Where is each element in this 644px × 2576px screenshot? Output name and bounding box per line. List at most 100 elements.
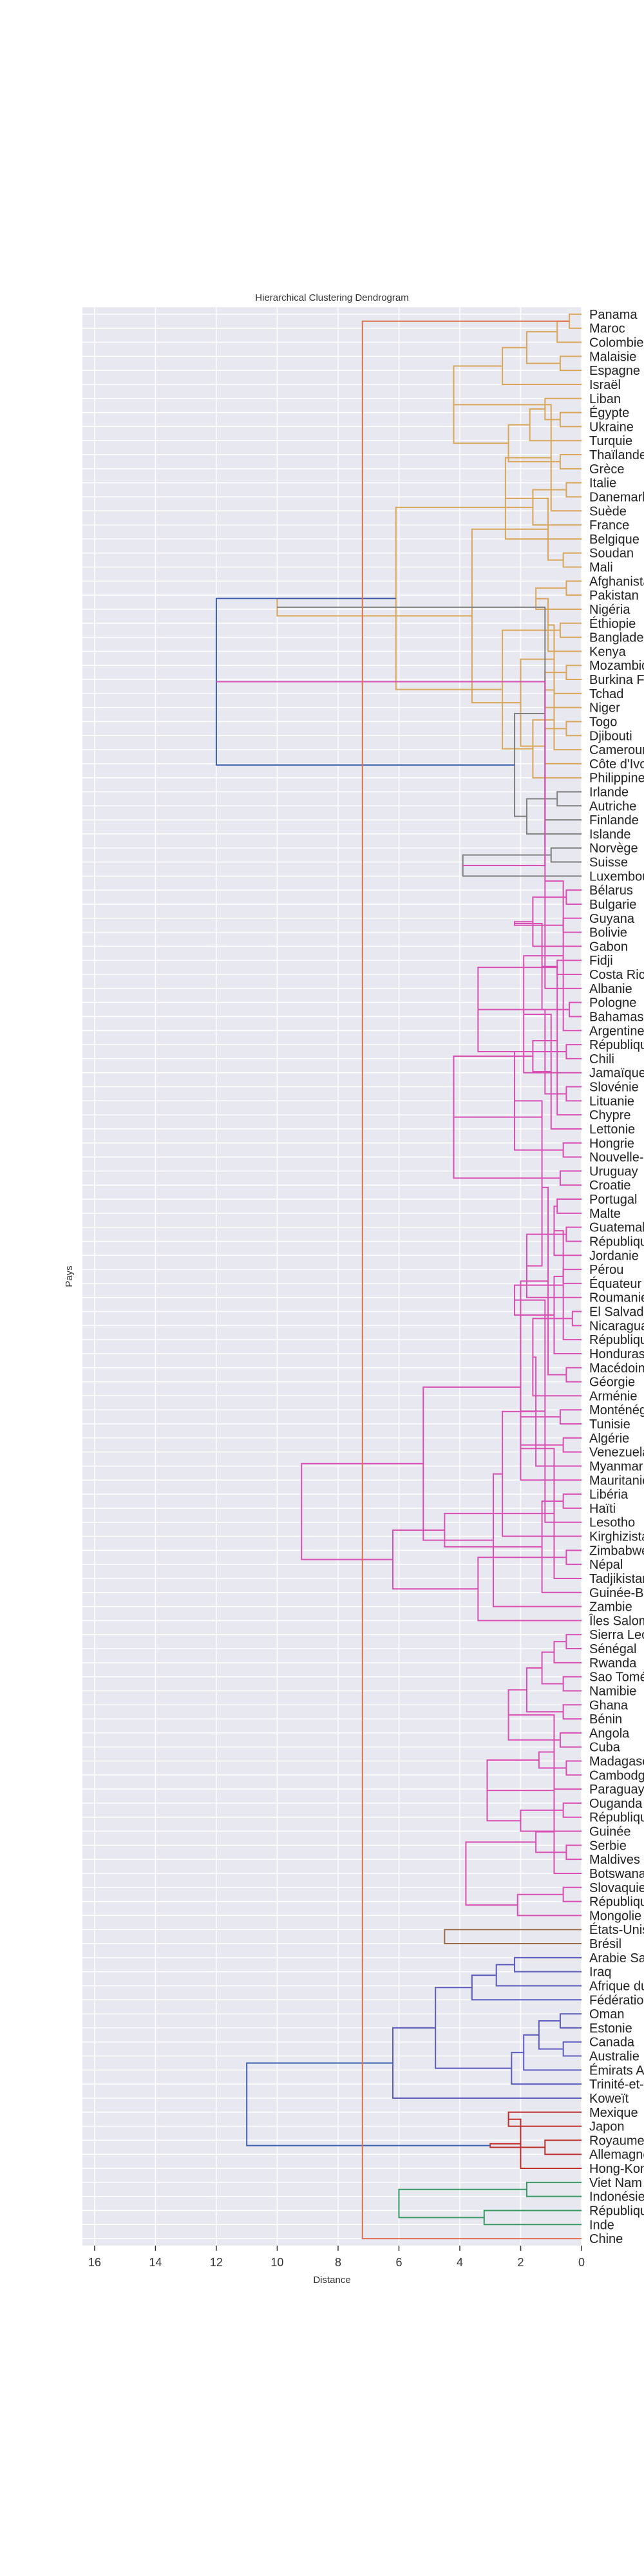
leaf-label: Angola: [589, 1727, 630, 1741]
dendrogram-link: [453, 404, 582, 512]
leaf-label: Bénin: [589, 1712, 622, 1727]
dendrogram-link: [544, 773, 582, 989]
leaf-label: Danemark: [589, 490, 644, 504]
leaf-label: Portugal: [589, 1193, 638, 1207]
leaf-label: Philippines: [589, 772, 644, 786]
leaf-label: Mali: [589, 561, 613, 575]
dendrogram-link: [478, 1009, 567, 1095]
dendrogram-link: [559, 412, 582, 428]
leaf-label: Canada: [589, 2036, 635, 2050]
leaf-label: Ghana: [589, 1698, 629, 1712]
leaf-label: Japon: [589, 2120, 625, 2134]
x-tick-label: 4: [457, 2256, 463, 2269]
leaf-label: Autriche: [589, 799, 636, 813]
leaf-label: Niger: [589, 701, 620, 715]
leaf-label: Monténégro: [589, 1403, 644, 1417]
leaf-label: Cuba: [589, 1741, 621, 1755]
dendrogram-link: [569, 313, 582, 329]
dendrogram-link: [483, 2210, 582, 2226]
leaf-label: Suisse: [589, 856, 628, 870]
grid-lines: [82, 307, 582, 2246]
leaf-label: États-Unis: [589, 1922, 644, 1937]
leaf-label: Irlande: [589, 786, 629, 800]
leaf-label: Îles Salomon: [589, 1613, 644, 1628]
leaf-label: Lesotho: [589, 1516, 635, 1530]
dendrogram-link: [559, 1409, 582, 1425]
chart-title: Hierarchical Clustering Dendrogram: [255, 292, 408, 303]
dendrogram-link: [565, 1549, 582, 1566]
x-axis-ticks: 16 14 12 10 8 6 4 2 0: [88, 2246, 585, 2269]
leaf-label: Arabie Saoudite: [589, 1951, 644, 1965]
leaf-label: Djibouti: [589, 729, 632, 743]
dendrogram-link: [453, 365, 509, 444]
leaf-label: Fédération de Russie: [589, 1993, 644, 2007]
leaf-label: Sao Tomé-et-Principe: [589, 1671, 644, 1685]
dendrogram-link: [507, 1689, 560, 1741]
dendrogram-link: [520, 1363, 545, 1412]
leaf-label: Madagascar: [589, 1755, 644, 1769]
leaf-label: Afrique du Sud: [589, 1979, 644, 1993]
leaf-label: Honduras: [589, 1347, 644, 1361]
dendrogram-link: [526, 1109, 543, 1267]
leaf-label: Hong-Kong: [589, 2162, 644, 2176]
leaf-label: Trinité-et-Tobago: [589, 2078, 644, 2092]
leaf-label: Royaume-Uni: [589, 2134, 644, 2148]
leaf-label: Zambie: [589, 1600, 632, 1615]
leaf-label: Jamaïque: [589, 1066, 644, 1081]
leaf-label: Liban: [589, 392, 621, 406]
leaf-label: Chili: [589, 1052, 614, 1066]
leaf-label: Rwanda: [589, 1656, 637, 1671]
leaf-label: Nigéria: [589, 603, 630, 617]
leaf-label: Islande: [589, 828, 631, 842]
dendrogram-link: [535, 1831, 567, 1853]
leaf-label: Myanmar: [589, 1459, 643, 1473]
leaf-label: Israël: [589, 378, 621, 392]
dendrogram-link: [559, 622, 582, 638]
leaf-label: Venezuela: [589, 1446, 644, 1460]
dendrogram-link: [544, 397, 582, 421]
dendrogram-link: [515, 922, 570, 1010]
leaf-label: Estonie: [589, 2022, 632, 2036]
leaf-label: Mexique: [589, 2106, 638, 2120]
leaf-label: Luxembourg: [589, 869, 644, 884]
leaf-label: Bahamas: [589, 1010, 644, 1024]
leaf-label: Slovénie: [589, 1081, 639, 1095]
leaf-label: Pérou: [589, 1263, 623, 1277]
dendrogram-link: [246, 2062, 491, 2146]
leaf-label: Pologne: [589, 996, 636, 1010]
leaf-label: Uruguay: [589, 1164, 638, 1179]
leaf-label: Kenya: [589, 645, 627, 659]
x-tick-label: 10: [270, 2256, 283, 2269]
dendrogram-link: [565, 482, 582, 498]
leaf-label: Mozambique: [589, 659, 644, 673]
x-tick-label: 2: [517, 2256, 524, 2269]
leaf-label: Tunisie: [589, 1417, 630, 1432]
leaf-label: Roumanie: [589, 1291, 644, 1305]
leaf-label: Lituanie: [589, 1094, 634, 1108]
leaf-label: Espagne: [589, 364, 640, 378]
leaf-label: Slovaquie: [589, 1881, 644, 1895]
leaf-label: Bolivie: [589, 926, 627, 940]
dendrogram-link: [361, 320, 582, 2240]
leaf-label: Algérie: [589, 1432, 629, 1446]
leaf-label: Grèce: [589, 462, 624, 477]
leaf-label: Nouvelle-Zélande: [589, 1151, 644, 1165]
dendrogram-link: [550, 847, 582, 863]
leaf-label: Italie: [589, 477, 616, 491]
leaf-label: Togo: [589, 715, 617, 729]
dendrogram-link: [565, 1086, 582, 1102]
leaf-label: Côte d'Ivoire: [589, 757, 644, 772]
leaf-label: Népal: [589, 1558, 623, 1572]
dendrogram-link: [532, 1318, 582, 1397]
leaf-label: Allemagne: [589, 2148, 644, 2162]
leaf-label: France: [589, 518, 629, 533]
leaf-label: République centrafricaine: [589, 1811, 644, 1825]
dendrogram-link: [565, 665, 582, 681]
dendrogram-link: [565, 1044, 582, 1059]
leaf-label: Équateur: [589, 1276, 642, 1291]
leaf-label: Paraguay: [589, 1783, 644, 1797]
leaf-label: Sierra Leone: [589, 1628, 644, 1642]
dendrogram-link: [559, 2013, 582, 2029]
leaf-label: Albanie: [589, 982, 632, 996]
leaf-label: Colombie: [589, 336, 643, 350]
